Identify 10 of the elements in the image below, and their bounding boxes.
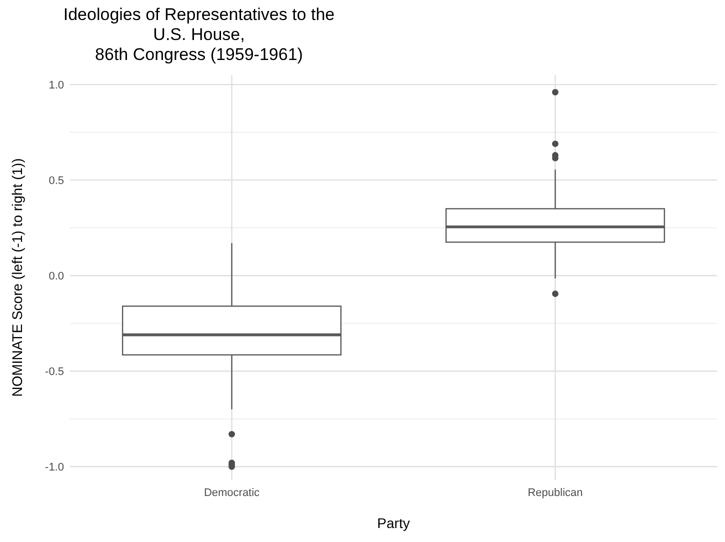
x-axis-title: Party <box>377 515 410 531</box>
x-tick-label: Republican <box>528 487 583 499</box>
chart-title: Ideologies of Representatives to the U.S. House, 86th Congress (1959-1961) <box>63 5 335 64</box>
y-tick-label: 0.5 <box>48 174 64 187</box>
y-tick-label: 1.0 <box>48 79 64 92</box>
x-tick-label: Democratic <box>204 487 260 499</box>
y-tick-label: 0.0 <box>48 270 64 282</box>
y-axis-title: NOMINATE Score (left (-1) to right (1)) <box>9 158 25 397</box>
y-tick-label: -0.5 <box>45 366 64 378</box>
y-tick-label: -1.0 <box>45 461 64 474</box>
